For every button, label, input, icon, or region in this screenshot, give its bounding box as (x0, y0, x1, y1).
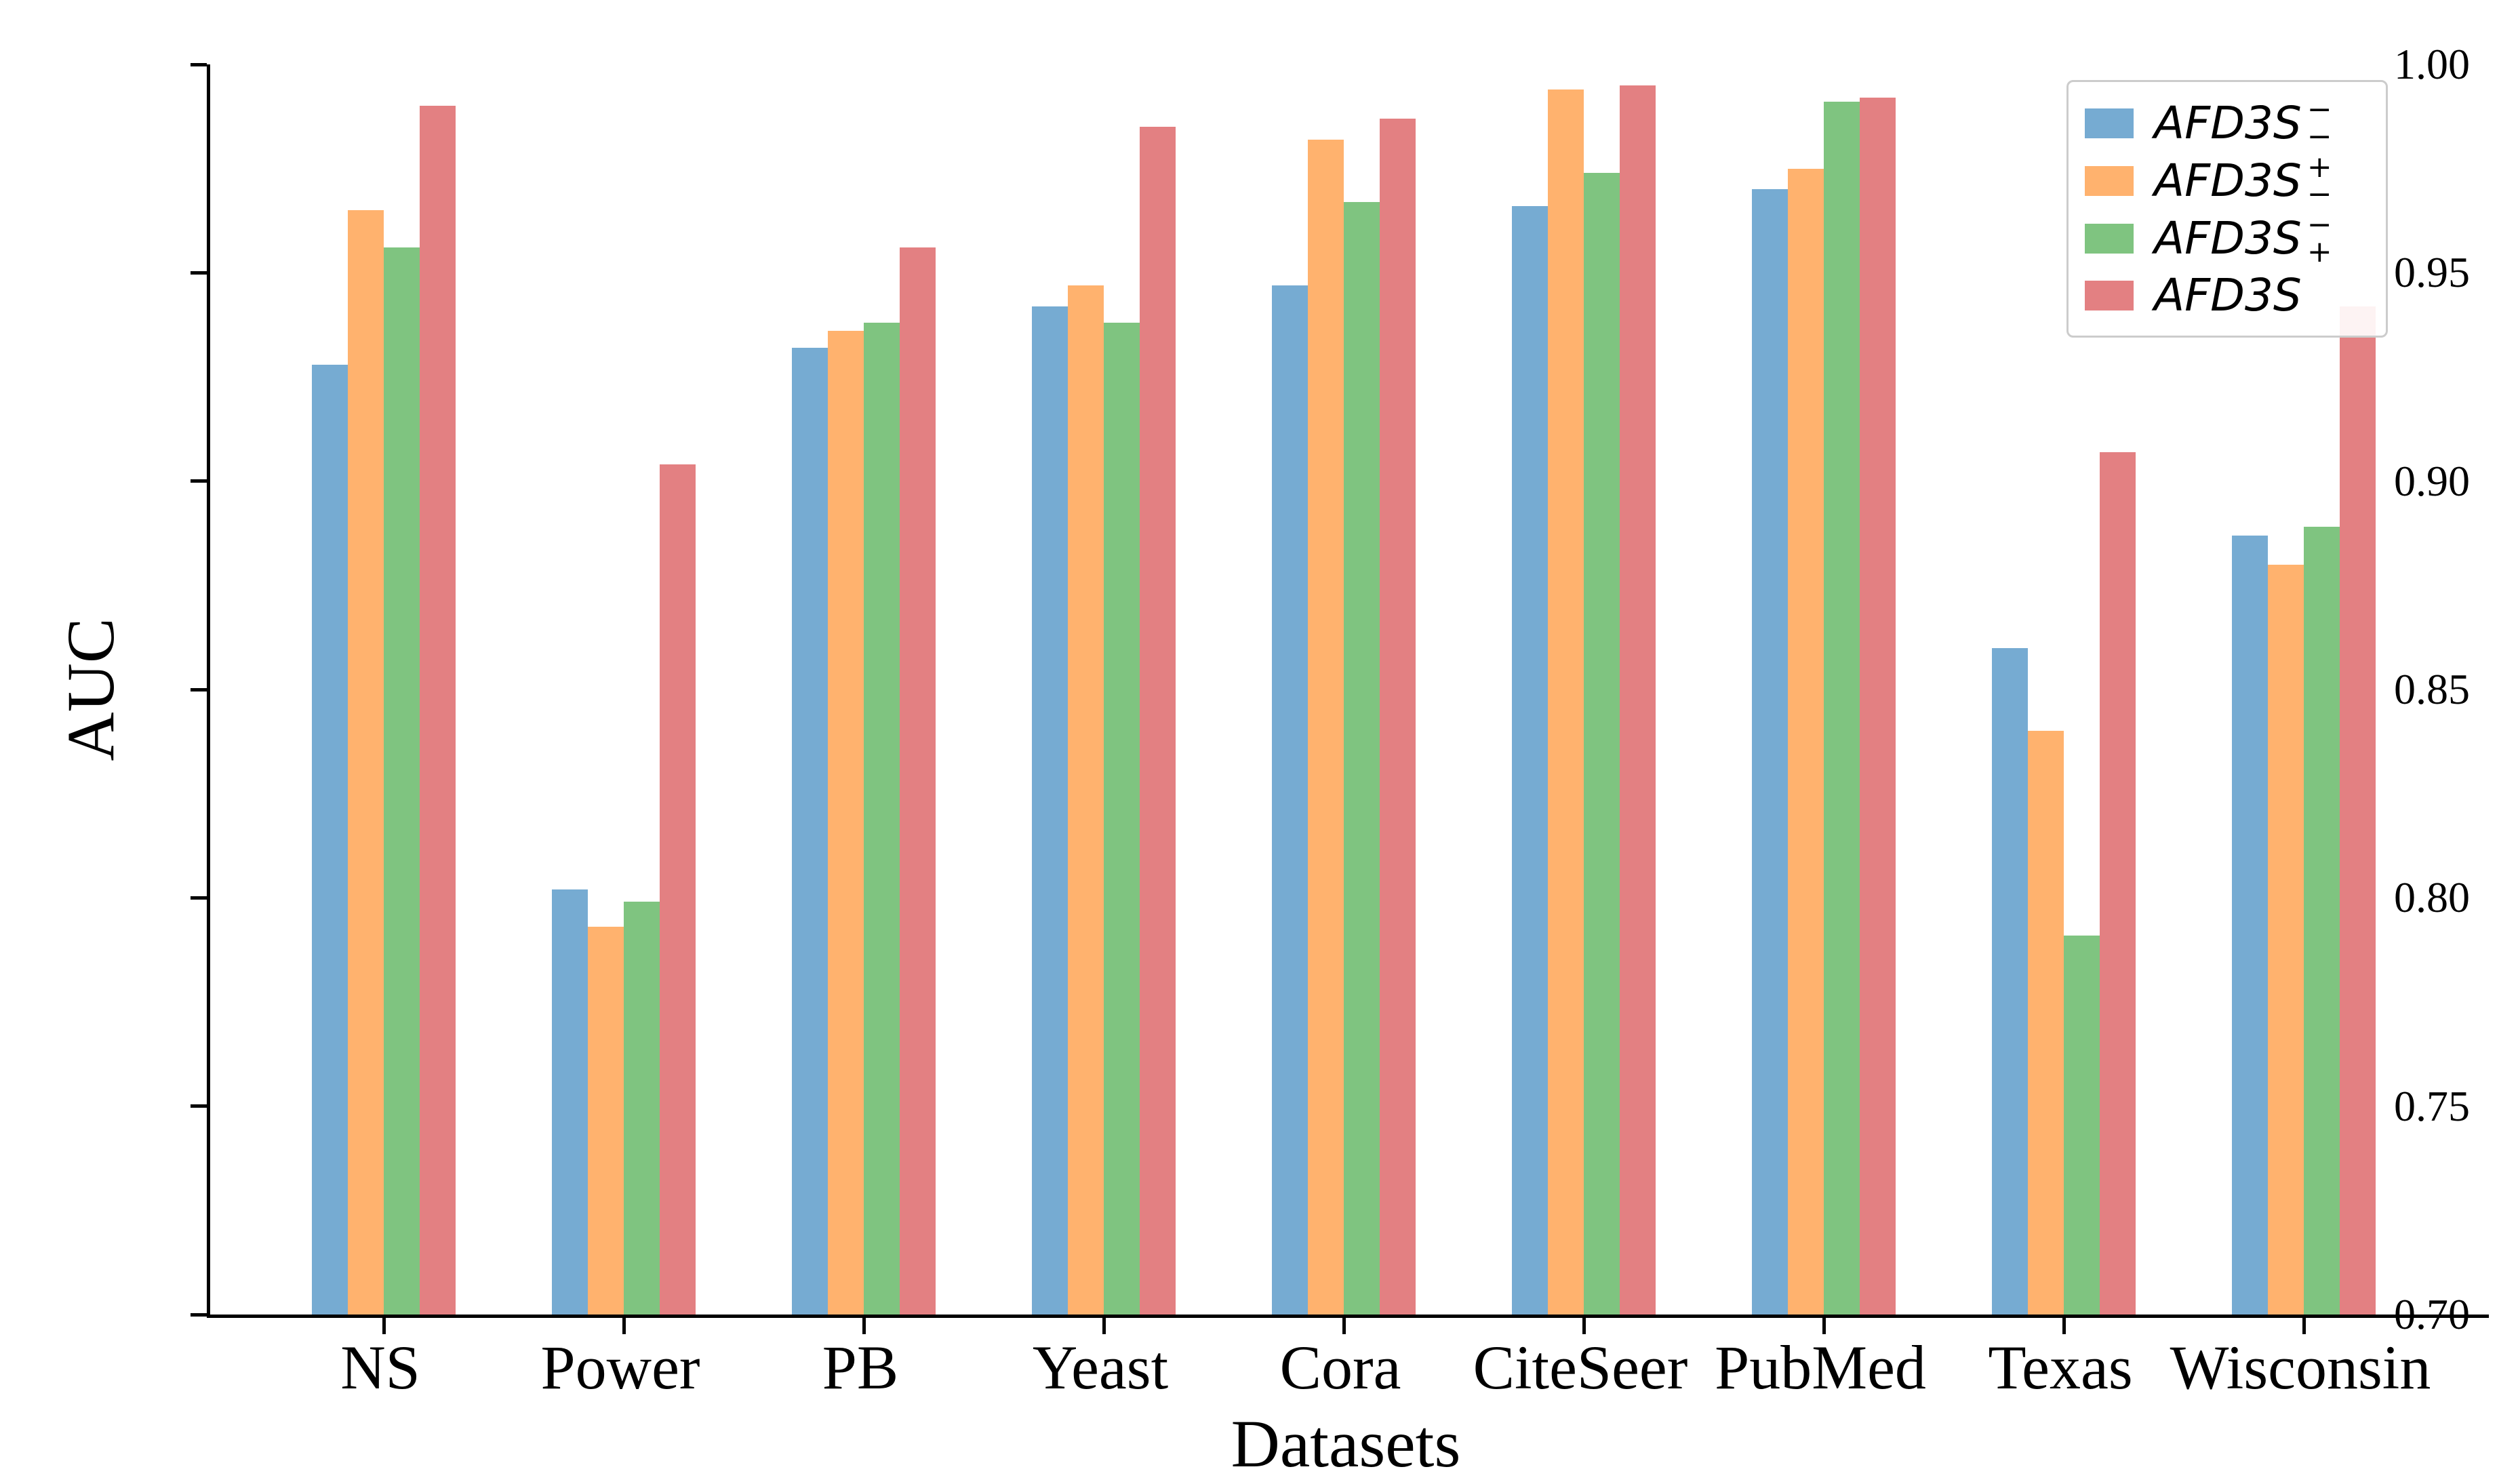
bar-NS-series2 (348, 210, 384, 1315)
x-tick-mark (1822, 1318, 1826, 1334)
x-axis-title: Datasets (1231, 1406, 1461, 1481)
y-tick-mark (191, 896, 207, 900)
bar-PB-series2 (828, 331, 864, 1315)
bar-PB-series1 (792, 347, 828, 1315)
bar-PubMed-series3 (1824, 102, 1860, 1315)
y-tick-mark (191, 62, 207, 66)
x-tick-label-PubMed: PubMed (1715, 1333, 1926, 1402)
legend-swatch-icon (2085, 108, 2134, 138)
y-axis-title: AUC (53, 618, 129, 761)
bar-NS-series1 (312, 364, 348, 1315)
y-tick-label: 1.00 (2394, 40, 2470, 88)
bar-CiteSeer-series2 (1548, 89, 1584, 1315)
x-tick-mark (382, 1318, 386, 1334)
bar-CiteSeer-series4 (1620, 85, 1656, 1315)
bar-Power-series1 (552, 889, 588, 1315)
y-tick-label: 0.85 (2394, 665, 2470, 713)
x-tick-mark (622, 1318, 626, 1334)
bar-NS-series4 (420, 106, 456, 1315)
y-tick-mark (191, 687, 207, 691)
bar-Power-series4 (660, 464, 696, 1315)
x-tick-mark (1342, 1318, 1346, 1334)
bar-NS-series3 (384, 247, 420, 1315)
y-tick-mark (191, 1104, 207, 1108)
x-tick-mark (2302, 1318, 2306, 1334)
bar-Power-series2 (588, 927, 624, 1315)
y-tick-mark (191, 479, 207, 483)
bar-Wisconsin-series3 (2304, 527, 2340, 1315)
x-tick-label-NS: NS (340, 1333, 420, 1402)
bar-Wisconsin-series4 (2340, 306, 2376, 1315)
bar-PB-series3 (864, 323, 900, 1315)
bar-Texas-series3 (2064, 935, 2100, 1315)
bar-Wisconsin-series2 (2268, 564, 2304, 1315)
bar-PB-series4 (900, 247, 936, 1315)
x-tick-mark (1582, 1318, 1586, 1334)
bar-Yeast-series3 (1104, 323, 1140, 1315)
bar-PubMed-series1 (1752, 189, 1788, 1315)
legend: AFD3S − − AFD3S + − AFD3S − + AFD3S (2066, 80, 2388, 338)
bar-Cora-series1 (1272, 285, 1308, 1315)
legend-label: AFD3S + − (2154, 149, 2332, 212)
bar-Yeast-series1 (1032, 306, 1068, 1315)
y-tick-label: 0.70 (2394, 1290, 2470, 1338)
x-tick-mark (862, 1318, 866, 1334)
x-tick-label-Power: Power (540, 1333, 700, 1402)
bar-Texas-series4 (2100, 452, 2136, 1315)
bar-Texas-series2 (2028, 731, 2064, 1315)
x-tick-label-Cora: Cora (1279, 1333, 1401, 1402)
y-tick-label: 0.95 (2394, 248, 2470, 297)
bar-PubMed-series2 (1788, 168, 1824, 1315)
bar-Power-series3 (624, 902, 660, 1315)
bar-Cora-series3 (1344, 201, 1380, 1315)
x-tick-mark (2062, 1318, 2066, 1334)
bar-Wisconsin-series1 (2232, 535, 2268, 1315)
x-tick-label-CiteSeer: CiteSeer (1473, 1333, 1688, 1402)
bar-CiteSeer-series3 (1584, 172, 1620, 1315)
legend-label: AFD3S − + (2154, 207, 2332, 269)
legend-label: AFD3S (2154, 269, 2302, 322)
legend-item-1: AFD3S − − (2085, 92, 2370, 154)
y-tick-label: 0.75 (2394, 1081, 2470, 1130)
bar-Cora-series4 (1380, 118, 1416, 1315)
legend-item-3: AFD3S − + (2085, 207, 2370, 269)
bar-Texas-series1 (1992, 647, 2028, 1315)
x-tick-label-Yeast: Yeast (1032, 1333, 1169, 1402)
plot-area (191, 62, 2489, 1334)
x-tick-label-Wisconsin: Wisconsin (2170, 1333, 2431, 1402)
legend-label: AFD3S − − (2154, 92, 2332, 154)
legend-item-2: AFD3S + − (2085, 149, 2370, 212)
legend-swatch-icon (2085, 165, 2134, 196)
y-tick-label: 0.90 (2394, 456, 2470, 505)
x-tick-mark (1102, 1318, 1106, 1334)
y-tick-mark (191, 1312, 207, 1317)
y-tick-mark (191, 270, 207, 275)
legend-swatch-icon (2085, 223, 2134, 254)
bar-PubMed-series4 (1860, 98, 1896, 1315)
legend-item-4: AFD3S (2085, 269, 2370, 321)
bar-Cora-series2 (1308, 139, 1344, 1315)
bar-CiteSeer-series1 (1512, 206, 1548, 1315)
bar-Yeast-series4 (1140, 127, 1176, 1315)
x-tick-label-PB: PB (822, 1333, 899, 1402)
y-tick-label: 0.80 (2394, 873, 2470, 922)
bar-Yeast-series2 (1068, 285, 1104, 1315)
legend-swatch-icon (2085, 280, 2134, 310)
x-tick-label-Texas: Texas (1988, 1333, 2133, 1402)
